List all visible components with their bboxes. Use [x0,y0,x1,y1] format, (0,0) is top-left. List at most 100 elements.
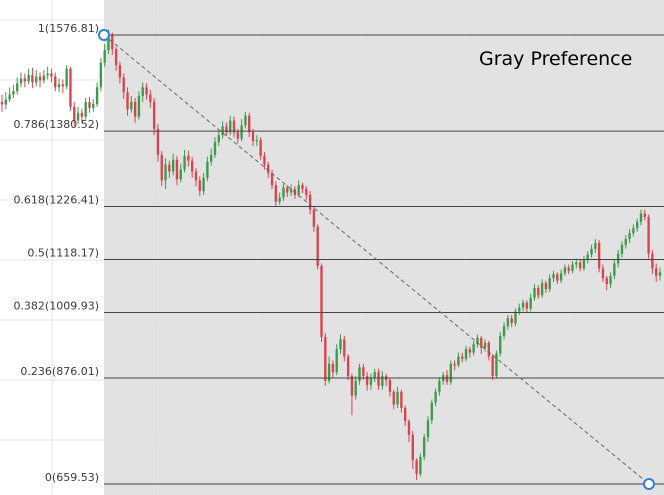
candle [183,149,186,173]
candle-body [194,171,198,181]
candle [426,416,430,443]
candle [149,89,152,108]
candle-body [31,75,34,83]
candle-body [54,76,57,88]
candle-body [590,248,593,255]
candle-body [563,267,567,274]
candle [324,333,327,386]
candle [381,371,384,390]
candle [411,430,414,470]
candle [533,284,536,301]
candle [80,108,84,123]
candle-body [365,376,369,385]
candle [597,240,601,273]
candle [365,372,369,391]
candle [297,180,300,198]
candle-body [107,34,110,51]
candle [50,68,53,83]
candle [118,61,122,84]
candle-body [438,380,441,392]
anchor-handle-start[interactable] [98,29,110,41]
candle [373,368,376,382]
candle-body [613,263,616,276]
candle [658,267,662,281]
candle [171,153,175,176]
candle-body [415,460,418,474]
candle-body [305,189,308,195]
candle [23,73,26,88]
candle-body [597,242,601,269]
candle-body [0,101,4,105]
anchor-handle-end[interactable] [643,478,655,490]
candle-body [346,356,350,377]
candle [263,151,266,170]
fib-level-label: 1(1576.81) [38,22,99,35]
candle-body [540,283,544,296]
candle-body [559,273,563,281]
candle-body [578,262,582,269]
candle-body [316,226,319,266]
fib-level-label: 0.236(876.01) [20,365,99,378]
candle-body [80,112,84,117]
candle-body [73,106,76,121]
candle-body [118,65,122,78]
candle [4,92,7,110]
candle-body [461,356,464,359]
candle [525,300,529,313]
candle-body [160,154,163,181]
candle [643,209,646,221]
candle-body [354,380,357,396]
candle [388,378,392,397]
candle-body [286,187,289,193]
candle-body [529,297,532,309]
candle-body [392,391,395,405]
candle-body [419,456,422,474]
candle-body [624,239,627,245]
candle [88,97,91,113]
candle [54,72,57,92]
fib-level-label: 0.5(1118.17) [27,247,99,260]
candle [483,339,487,352]
candle [65,65,68,90]
candle [423,433,426,461]
candle [403,405,407,427]
candle-body [12,91,15,95]
candle-body [202,177,205,192]
candle-body [324,336,327,381]
candle-body [620,244,624,254]
candle-body [483,342,487,348]
candle-body [274,185,278,202]
candle-body [312,209,316,227]
candle-body [434,391,437,403]
candle [305,186,308,200]
candle-body [168,164,171,172]
fibonacci-retracement-zone[interactable] [104,0,664,495]
candle [556,272,559,285]
candle-body [267,164,270,173]
candle [175,155,179,186]
candle [141,82,144,102]
candle [453,360,456,371]
candle-body [381,376,384,386]
candle [472,340,475,356]
candle [639,209,643,226]
candle [476,334,479,348]
fibonacci-levels: 1(1576.81) 0.786(1380.52) 0.618(1226.41) 0.… [13,22,664,485]
candle-body [510,318,513,324]
candle-body [149,94,152,102]
candle [430,399,433,425]
candle-body [487,342,491,357]
fibonacci-trend-line[interactable] [103,34,650,485]
candle-body [548,278,551,289]
candle [19,72,23,88]
candle [16,77,19,95]
candle-body [259,140,262,156]
candle [601,264,605,283]
candle-body [69,68,72,107]
candle-body [65,68,68,87]
candle-body [320,265,323,337]
candle-body [636,221,639,229]
candle-body [187,155,190,161]
candle-body [362,367,365,377]
candle [95,82,99,107]
